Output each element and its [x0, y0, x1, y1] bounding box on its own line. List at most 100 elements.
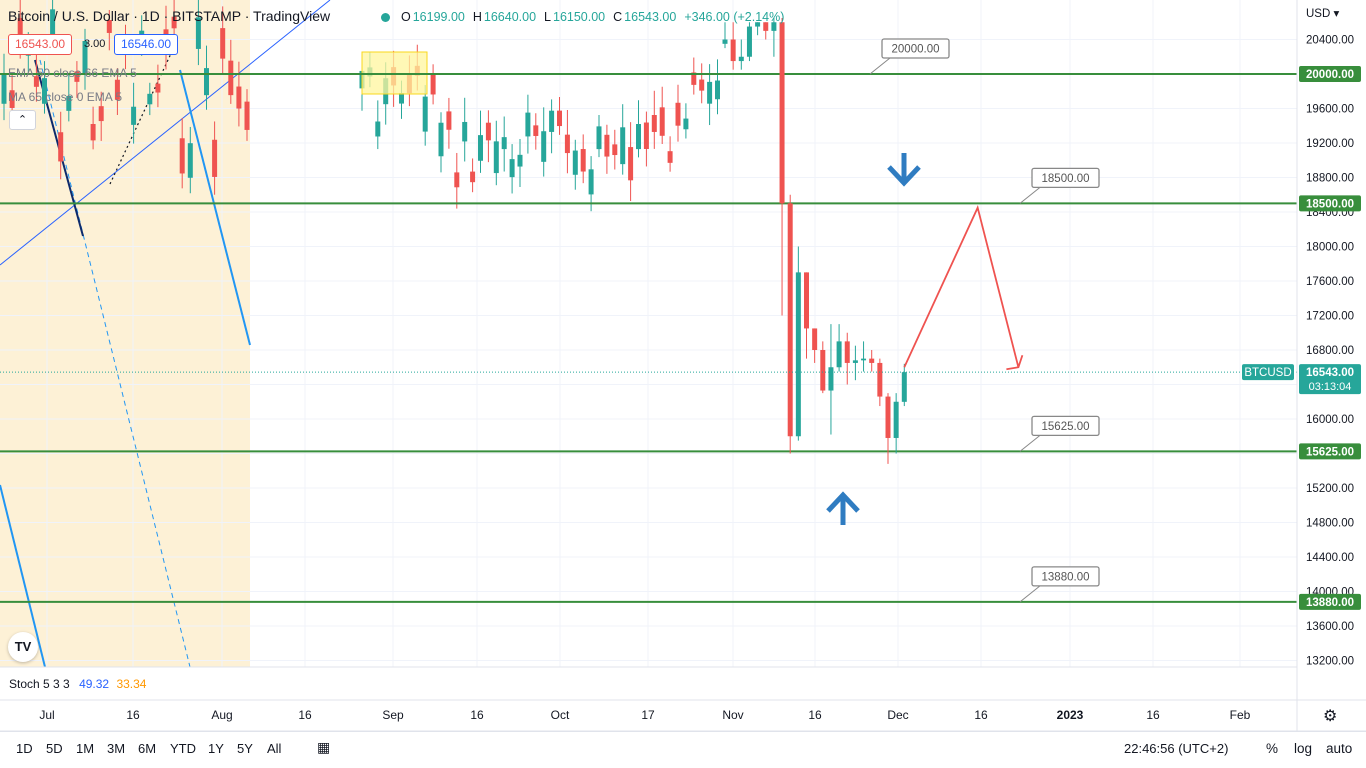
price-tick-label: 13200.00 [1306, 656, 1354, 668]
candle[interactable] [804, 272, 809, 359]
candle-body [901, 372, 907, 402]
sell-button[interactable]: 16543.00 [8, 34, 73, 55]
level-axis-label: 18500.00 [1306, 198, 1354, 210]
timeframe-ytd[interactable]: YTD [170, 741, 196, 756]
history-candle [179, 118, 185, 189]
history-candle [147, 82, 153, 116]
clock-display[interactable]: 22:46:56 (UTC+2) [1124, 741, 1229, 756]
history-candle [212, 121, 218, 195]
open-value: 16199.00 [412, 10, 465, 24]
candle[interactable] [820, 341, 826, 394]
candle[interactable] [746, 22, 752, 62]
history-candle-body [691, 72, 697, 85]
candle[interactable] [852, 345, 858, 381]
history-candle [66, 73, 72, 122]
price-tick-label: 16800.00 [1306, 345, 1354, 357]
candle[interactable] [722, 22, 728, 49]
candle[interactable] [844, 332, 850, 385]
timeframe-1y[interactable]: 1Y [208, 741, 224, 756]
history-candle [572, 139, 578, 190]
history-candle-body [220, 28, 226, 59]
history-candle [375, 100, 381, 150]
candle-body [722, 39, 728, 44]
candle[interactable] [812, 328, 818, 363]
history-candle-body [244, 101, 250, 130]
history-candle [187, 126, 193, 194]
candle[interactable] [828, 324, 834, 435]
indicator-ma-label[interactable]: MA 65 close 0 EMA 5 [8, 90, 123, 104]
history-candle-body [114, 79, 120, 100]
candle[interactable] [901, 363, 907, 407]
auto-toggle[interactable]: auto [1326, 741, 1353, 756]
buy-button[interactable]: 16546.00 [114, 34, 179, 55]
candle[interactable] [787, 194, 793, 454]
candle[interactable] [869, 350, 875, 372]
collapse-legend-button[interactable]: ⌃ [9, 110, 36, 130]
level-callout[interactable] [1031, 566, 1100, 587]
time-tick-label: Jul [39, 708, 54, 722]
candle-body [861, 358, 867, 361]
time-tick-label: 16 [470, 708, 484, 722]
candle[interactable] [763, 22, 769, 40]
history-candle-body [493, 141, 499, 174]
history-candle-body [66, 95, 72, 111]
timeframe-1m[interactable]: 1M [76, 741, 95, 756]
gear-icon[interactable]: ⚙ [1323, 708, 1338, 725]
tradingview-logo-icon[interactable]: TV [8, 632, 38, 662]
timeframe-5y[interactable]: 5Y [237, 741, 253, 756]
main-chart[interactable]: 20000.00 18500.00 15625.00 13880.00 20400.00… [0, 0, 1366, 731]
candle[interactable] [836, 324, 842, 372]
candle[interactable] [779, 17, 785, 316]
high-key: H [472, 10, 482, 24]
candle-body [787, 203, 793, 437]
time-tick-label: 2023 [1057, 708, 1084, 722]
candle[interactable] [755, 22, 761, 36]
history-candle [604, 124, 610, 174]
candle-body [820, 350, 826, 391]
candle[interactable] [877, 358, 883, 407]
history-candle-body [17, 18, 23, 47]
candle[interactable] [771, 17, 777, 57]
calendar-range-icon[interactable]: ▦ [317, 739, 331, 755]
indicator-ema-label[interactable]: EMA 50 close 66 EMA 5 [8, 66, 137, 80]
history-candle [90, 106, 96, 150]
timeframe-5d[interactable]: 5D [46, 741, 63, 756]
currency-selector[interactable]: USD ▾ [1306, 8, 1340, 20]
channel-line-upper [179, 69, 251, 346]
symbol-badge-label: BTCUSD [1244, 367, 1291, 379]
percent-toggle[interactable]: % [1266, 741, 1279, 756]
level-callout[interactable] [1031, 167, 1100, 189]
history-candle-body [667, 151, 673, 163]
history-candle [131, 82, 137, 144]
candle-body [893, 401, 899, 438]
candle[interactable] [893, 393, 899, 454]
history-candle-body [399, 93, 404, 104]
market-status-icon [381, 12, 390, 22]
candle[interactable] [885, 393, 891, 464]
time-tick-label: 16 [974, 708, 988, 722]
history-candle [691, 57, 697, 95]
candle[interactable] [795, 246, 801, 441]
history-candle [42, 61, 47, 114]
history-candle [501, 116, 507, 172]
stoch-name: Stoch 5 3 3 [9, 677, 70, 691]
log-toggle[interactable]: log [1294, 741, 1313, 756]
timeframe-all[interactable]: All [267, 741, 282, 756]
timeframe-6m[interactable]: 6M [138, 741, 157, 756]
history-candle-body [525, 112, 531, 137]
forecast-arrowhead [1006, 354, 1024, 371]
history-candle-body [131, 106, 137, 125]
candle[interactable] [861, 341, 867, 372]
chart-title: Bitcoin / U.S. Dollar · 1D · BITSTAMP · … [8, 8, 331, 24]
history-candle-body [82, 41, 88, 75]
candle[interactable] [738, 39, 744, 70]
level-callout[interactable] [881, 38, 950, 59]
timeframe-1d[interactable]: 1D [16, 741, 33, 756]
history-candle-body [501, 137, 507, 150]
history-candle [220, 6, 226, 75]
level-callout[interactable] [1031, 415, 1100, 436]
history-candle [588, 156, 594, 212]
timeframe-3m[interactable]: 3M [107, 741, 126, 756]
candle[interactable] [730, 22, 736, 70]
low-value: 16150.00 [553, 10, 606, 24]
